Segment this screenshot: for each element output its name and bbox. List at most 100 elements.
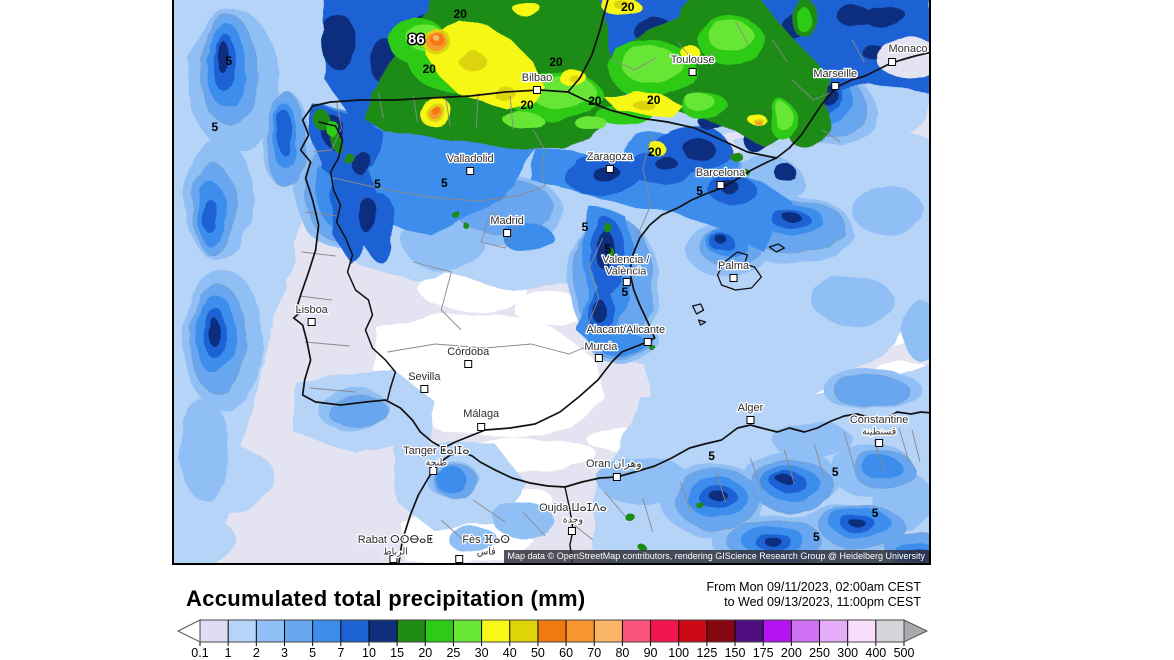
colorbar-tick-label: 10 bbox=[362, 646, 376, 660]
city-label: فاس bbox=[477, 546, 496, 557]
city-marker bbox=[643, 338, 652, 346]
colorbar-cell bbox=[312, 620, 341, 642]
city-marker bbox=[729, 274, 738, 282]
contour-label: 5 bbox=[605, 242, 612, 256]
contour-label: 20 bbox=[454, 7, 468, 21]
city-label: الرباط bbox=[383, 546, 408, 557]
city-label: Alacant/Alicante bbox=[587, 324, 666, 336]
colorbar-tick-label: 300 bbox=[837, 646, 858, 660]
city-marker bbox=[466, 167, 475, 175]
precipitation-map: 86 20 20 20 20 20 20 20 20 5 5 5 5 5 5 5 5 5 5 5 5 Bilbao Tou… bbox=[172, 0, 931, 565]
colorbar-cell bbox=[284, 620, 313, 642]
colorbar-tick-label: 70 bbox=[587, 646, 601, 660]
contour-label: 5 bbox=[374, 177, 381, 191]
cities-layer: Bilbao Toulouse Marseille Monaco Valladolid Z… bbox=[294, 42, 929, 563]
city-label: طنجة bbox=[426, 457, 448, 468]
colorbar-tick-label: 20 bbox=[418, 646, 432, 660]
colorbar-cell bbox=[622, 620, 651, 642]
contour-labels-layer: 86 20 20 20 20 20 20 20 20 5 5 5 5 5 5 5 5 5 5 5 5 bbox=[212, 0, 879, 544]
city-marker bbox=[420, 385, 429, 393]
city: Toulouse bbox=[669, 53, 716, 76]
contour-label: 5 bbox=[832, 465, 839, 479]
colorbar-tick-label: 100 bbox=[668, 646, 689, 660]
city-marker bbox=[503, 229, 512, 237]
city-label: Palma bbox=[718, 260, 750, 272]
contour-label: 5 bbox=[813, 530, 820, 544]
city-label: Monaco bbox=[889, 43, 928, 55]
contour-label: 5 bbox=[696, 184, 703, 198]
colorbar-cell bbox=[481, 620, 510, 642]
city: Valladolid bbox=[446, 152, 495, 175]
colorbar-cell bbox=[397, 620, 426, 642]
city: Córdoba bbox=[446, 345, 491, 368]
colorbar-tick-label: 40 bbox=[503, 646, 517, 660]
city-label: Oujda ⵡⴰⵊⴷⴰ bbox=[539, 502, 607, 514]
colorbar-tick-label: 2 bbox=[253, 646, 260, 660]
colorbar-tick-label: 400 bbox=[865, 646, 886, 660]
legend-period-from: From Mon 09/11/2023, 02:00am CEST bbox=[706, 580, 921, 594]
colorbar-cell bbox=[453, 620, 482, 642]
colorbar-cell bbox=[256, 620, 285, 642]
city-label: Marseille bbox=[813, 68, 857, 80]
colorbar: 0.1 1 2 3 5 7 10 15 20 25 30 40 50 60 70 80 90 100 125 150 1… bbox=[176, 619, 929, 660]
city-marker bbox=[688, 68, 697, 76]
coastlines bbox=[292, 0, 929, 563]
contour-label: 5 bbox=[212, 120, 219, 134]
city-label: Rabat ⵔⵔⴱⴰⵟ bbox=[358, 534, 434, 546]
colorbar-cell bbox=[847, 620, 876, 642]
colorbar-cell bbox=[819, 620, 848, 642]
colorbar-tick-label: 250 bbox=[809, 646, 830, 660]
colorbar-cell bbox=[706, 620, 736, 642]
colorbar-cell bbox=[594, 620, 623, 642]
colorbar-cell bbox=[228, 620, 257, 642]
contour-label: 5 bbox=[582, 220, 589, 234]
colorbar-tick-label: 80 bbox=[615, 646, 629, 660]
legend-period-to: to Wed 09/13/2023, 11:00pm CEST bbox=[724, 595, 921, 609]
city-label: Barcelona bbox=[696, 167, 746, 179]
contour-label: 5 bbox=[441, 176, 448, 190]
colorbar-tick-label: 1 bbox=[225, 646, 232, 660]
city-marker bbox=[429, 467, 438, 475]
colorbar-tick-label: 3 bbox=[281, 646, 288, 660]
city: Monaco bbox=[887, 42, 929, 66]
city: Bilbao bbox=[521, 71, 554, 94]
city-label: Murcia bbox=[584, 341, 618, 353]
city-marker bbox=[389, 555, 398, 563]
city-label: València bbox=[605, 265, 647, 277]
city-marker bbox=[888, 58, 897, 66]
colorbar-tick-label: 500 bbox=[894, 646, 915, 660]
contour-label: 20 bbox=[621, 0, 635, 14]
city: Palma bbox=[717, 259, 751, 282]
colorbar-tick-label: 5 bbox=[309, 646, 316, 660]
city-marker bbox=[567, 527, 576, 535]
colorbar-cell bbox=[791, 620, 820, 642]
city-marker bbox=[716, 181, 725, 189]
city-label: Alger bbox=[738, 402, 764, 414]
city-label: Lisboa bbox=[295, 304, 328, 316]
colorbar-tick-label: 125 bbox=[696, 646, 717, 660]
city-marker bbox=[622, 278, 631, 286]
city: Zaragoza bbox=[585, 150, 635, 173]
city-label: قسنطينة bbox=[862, 426, 896, 437]
city-label: Fès ⴼⴰⵙ bbox=[462, 534, 510, 546]
contour-label: 5 bbox=[872, 506, 879, 520]
contour-label: 20 bbox=[588, 94, 602, 108]
city-label: Madrid bbox=[490, 215, 523, 227]
colorbar-tick-label: 15 bbox=[390, 646, 404, 660]
city-label: وجدة bbox=[563, 514, 583, 525]
colorbar-cell bbox=[678, 620, 707, 642]
colorbar-tick-label: 60 bbox=[559, 646, 573, 660]
legend-title: Accumulated total precipitation (mm) bbox=[186, 586, 586, 611]
city: Murcia bbox=[583, 340, 619, 362]
city-marker bbox=[464, 360, 473, 368]
contour-label: 20 bbox=[648, 145, 662, 159]
colorbar-tick-label: 25 bbox=[446, 646, 460, 660]
contour-label: 5 bbox=[708, 449, 715, 463]
colorbar-cell bbox=[340, 620, 369, 642]
colorbar-cell bbox=[537, 620, 567, 642]
contour-label: 20 bbox=[647, 93, 661, 107]
